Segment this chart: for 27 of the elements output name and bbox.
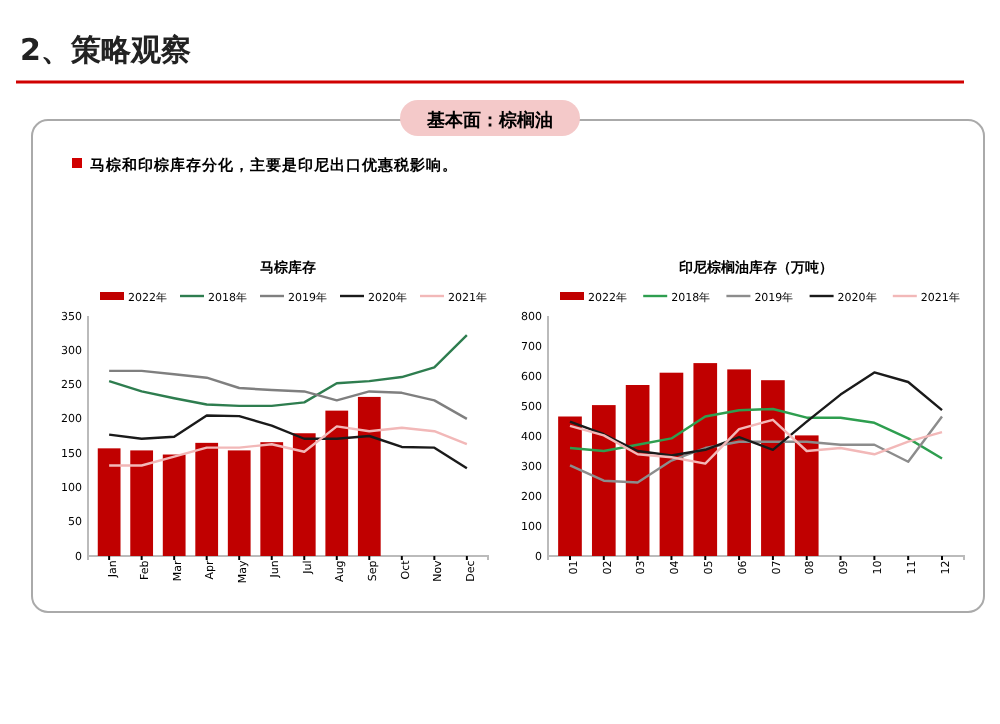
bar (727, 369, 751, 556)
bar (130, 450, 154, 556)
bar (260, 442, 284, 556)
line-series (107, 425, 469, 467)
bar (761, 380, 785, 556)
bar (162, 454, 186, 556)
bar (227, 450, 251, 556)
bar (292, 433, 316, 556)
bar (693, 363, 718, 556)
line-series (107, 414, 469, 470)
line-series (107, 334, 469, 408)
text: 2、策略观察 (20, 32, 191, 68)
line-series (568, 415, 944, 484)
line-series (568, 418, 944, 465)
line-series (568, 371, 944, 457)
bar (357, 396, 381, 556)
bar (558, 416, 582, 556)
bar (659, 372, 684, 556)
text: 基本面：棕榈油 (425, 110, 553, 132)
bar (97, 448, 121, 556)
line-series (568, 407, 944, 460)
bar (591, 405, 616, 556)
bar (625, 385, 650, 556)
bar (195, 442, 219, 556)
line-series (107, 369, 469, 421)
bar (794, 435, 819, 556)
bar (325, 410, 349, 556)
